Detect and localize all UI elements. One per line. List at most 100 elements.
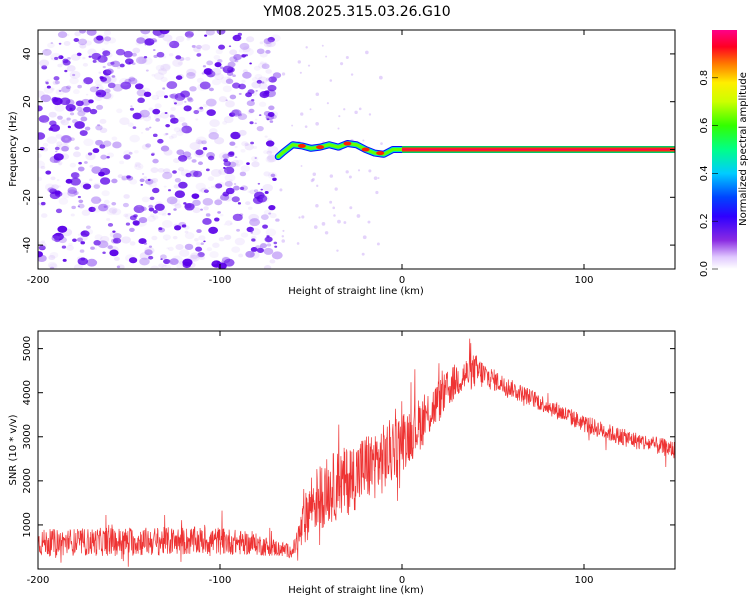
noise-blob — [195, 136, 207, 145]
noise-blob — [80, 230, 90, 237]
noise-blob — [194, 237, 199, 242]
noise-blob — [155, 118, 161, 122]
noise-blob — [189, 142, 201, 151]
noise-blob — [184, 203, 195, 211]
x-tick-label: 100 — [574, 575, 593, 586]
noise-blob — [115, 48, 125, 56]
noise-blob — [169, 114, 176, 119]
noise-blob — [195, 254, 200, 258]
ridge-peak — [297, 143, 306, 148]
noise-blob — [140, 209, 144, 213]
noise-blob — [219, 66, 224, 69]
noise-blob — [220, 76, 232, 85]
noise-blob — [216, 197, 222, 202]
noise-blob — [215, 48, 223, 55]
noise-blob — [190, 252, 200, 259]
noise-blob — [42, 142, 49, 147]
noise-blob — [92, 148, 100, 154]
noise-blob — [236, 228, 240, 232]
noise-blob — [191, 44, 196, 48]
noise-blob — [104, 88, 111, 94]
noise-blob — [103, 40, 109, 45]
noise-blob — [131, 52, 137, 57]
noise-blob — [55, 134, 63, 139]
noise-blob — [57, 161, 63, 165]
noise-blob — [166, 81, 178, 89]
noise-blob — [40, 165, 46, 170]
noise-blob — [40, 94, 52, 103]
noise-blob — [200, 187, 209, 194]
noise-blob — [235, 38, 239, 41]
noise-blob — [240, 232, 249, 238]
noise-blob — [85, 93, 89, 96]
noise-blob — [135, 165, 138, 168]
noise-blob — [256, 79, 262, 84]
noise-blob — [111, 202, 117, 206]
noise-blob — [140, 131, 144, 134]
noise-blob — [148, 255, 154, 260]
noise-blob — [162, 171, 173, 180]
noise-blob — [129, 241, 136, 246]
noise-blob — [177, 155, 188, 162]
noise-blob — [196, 52, 202, 56]
noise-blob — [108, 207, 118, 214]
noise-blob — [138, 56, 148, 64]
noise-blob — [238, 92, 242, 95]
noise-blob — [263, 247, 274, 255]
x-tick-label: -100 — [209, 275, 232, 286]
noise-blob — [163, 185, 167, 188]
noise-blob — [336, 249, 339, 252]
noise-blob — [169, 198, 181, 206]
noise-blob — [160, 76, 168, 83]
noise-blob — [96, 86, 99, 89]
noise-blob — [250, 227, 261, 236]
noise-blob — [199, 106, 204, 110]
noise-blob — [201, 72, 205, 75]
noise-blob — [85, 225, 91, 230]
noise-blob — [135, 56, 147, 65]
noise-blob — [150, 265, 159, 269]
noise-blob — [202, 198, 214, 206]
noise-blob — [257, 182, 261, 185]
noise-blob — [107, 62, 113, 67]
noise-blob — [147, 115, 151, 119]
noise-blob — [231, 196, 240, 203]
noise-blob — [263, 38, 272, 45]
noise-blob — [96, 35, 104, 41]
noise-blob — [128, 151, 133, 155]
noise-blob — [141, 173, 145, 175]
colorbar-tick-label: 0.8 — [699, 70, 710, 86]
noise-blob — [265, 228, 277, 237]
colorbar-tick-label: 0.2 — [699, 213, 710, 229]
noise-blob — [261, 81, 265, 84]
noise-blob — [249, 121, 254, 125]
noise-blob — [138, 165, 142, 168]
noise-blob — [203, 206, 209, 211]
noise-blob — [73, 89, 80, 95]
noise-blob — [174, 177, 182, 183]
noise-blob — [99, 144, 106, 149]
noise-blob — [209, 119, 220, 128]
noise-blob — [129, 215, 137, 221]
colorbar: 0.0 0.2 0.4 0.6 0.8 Normalized spectral ampl… — [699, 30, 749, 277]
noise-blob — [57, 185, 61, 188]
x-tick-label: 0 — [399, 275, 405, 286]
noise-blob — [172, 98, 184, 106]
noise-blob — [158, 227, 163, 231]
noise-blob — [172, 170, 177, 174]
noise-blob — [95, 124, 103, 131]
noise-blob — [100, 154, 108, 160]
noise-blob — [107, 37, 117, 44]
y-tick-label: 40 — [22, 48, 33, 61]
noise-blob — [207, 155, 215, 161]
noise-blob — [58, 55, 64, 60]
noise-blob — [38, 202, 41, 205]
noise-blob — [250, 141, 255, 145]
noise-blob — [246, 226, 255, 233]
ridge-peak — [343, 141, 352, 146]
noise-blob — [309, 108, 312, 111]
noise-blob — [93, 240, 101, 246]
noise-blob — [260, 214, 269, 220]
noise-blob — [266, 154, 278, 163]
noise-blob — [61, 192, 70, 199]
